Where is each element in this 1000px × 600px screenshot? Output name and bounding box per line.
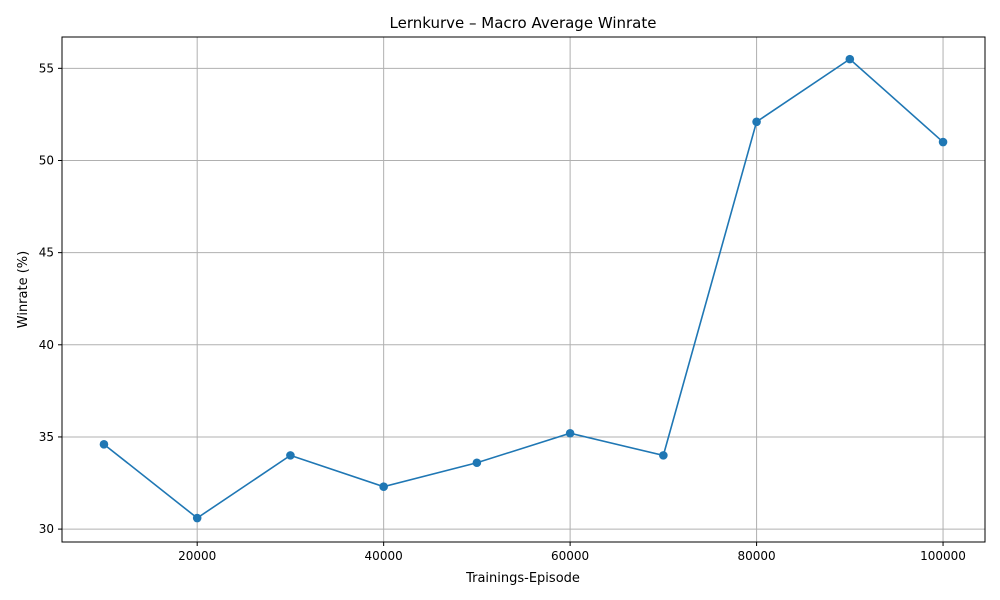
series-line [103, 58, 944, 520]
y-tick-label: 40 [39, 338, 54, 352]
data-point [659, 451, 668, 460]
data-point [565, 428, 575, 438]
y-tick-label: 55 [39, 61, 54, 75]
y-tick-label: 50 [39, 153, 54, 167]
x-tick-label: 100000 [920, 549, 966, 563]
x-tick-label: 20000 [178, 549, 216, 563]
y-tick-label: 30 [39, 522, 54, 536]
series-layer [99, 54, 948, 523]
data-point [379, 482, 388, 492]
data-point [192, 513, 202, 523]
grid-lines [62, 37, 985, 542]
data-point [938, 137, 948, 147]
axis-ticks: 20000 40000 60000 80000 100000 30 35 40 45 50 55 [39, 61, 966, 563]
y-axis-label: Winrate (%) [16, 251, 31, 328]
x-tick-label: 80000 [737, 549, 775, 563]
x-axis-label: Trainings-Episode [465, 571, 580, 586]
y-tick-label: 45 [39, 246, 54, 260]
data-point [845, 54, 855, 64]
x-tick-label: 40000 [365, 549, 403, 563]
data-point [752, 117, 761, 127]
plot-frame [61, 36, 986, 543]
y-tick-label: 35 [39, 430, 54, 444]
data-point [472, 458, 482, 468]
data-point [99, 440, 109, 449]
x-tick-label: 60000 [551, 549, 589, 563]
data-point [286, 451, 295, 460]
chart-title: Lernkurve – Macro Average Winrate [390, 14, 657, 32]
